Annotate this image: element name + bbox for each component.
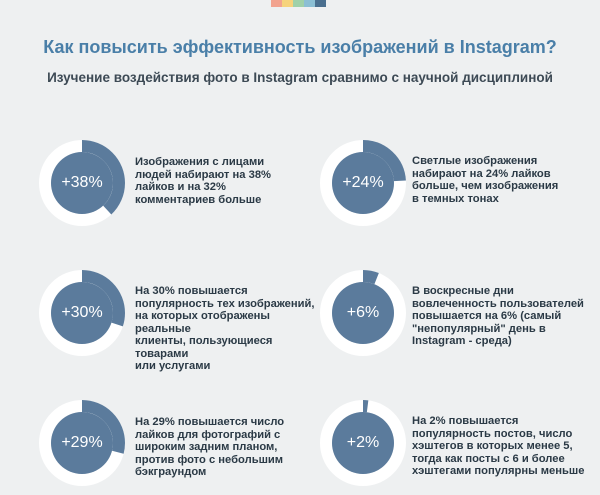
stat-description: Светлые изображения набирают на 24% лайк… bbox=[412, 155, 559, 205]
page-subtitle: Изучение воздействия фото в Instagram ср… bbox=[47, 70, 553, 85]
progress-ring bbox=[39, 270, 125, 356]
stat-value: +29% bbox=[61, 434, 103, 451]
stat-value: +2% bbox=[346, 434, 380, 451]
progress-ring bbox=[320, 270, 406, 356]
stat-description: На 29% повышается число лайков для фотог… bbox=[135, 416, 285, 478]
progress-ring bbox=[320, 400, 406, 486]
progress-ring bbox=[39, 400, 125, 486]
color-strip-segment bbox=[304, 0, 315, 7]
stat-description: Изображения с лицами людей набирают на 3… bbox=[135, 156, 271, 206]
stat-value: +6% bbox=[346, 304, 380, 321]
color-strip-segment bbox=[282, 0, 293, 7]
progress-ring bbox=[320, 140, 406, 226]
stat-description: В воскресные дни вовлеченность пользоват… bbox=[412, 285, 584, 347]
stat-value: +24% bbox=[342, 174, 384, 191]
progress-ring bbox=[39, 140, 125, 226]
color-strip-segment bbox=[293, 0, 304, 7]
page-title: Как повысить эффективность изображений в… bbox=[43, 37, 557, 57]
color-strip-segment bbox=[271, 0, 282, 7]
color-strip bbox=[271, 0, 326, 7]
stat-value: +38% bbox=[61, 174, 103, 191]
stat-description: На 2% повышается популярность постов, чи… bbox=[412, 415, 585, 477]
stat-description: На 30% повышается популярность тех изобр… bbox=[135, 285, 315, 372]
color-strip-segment bbox=[315, 0, 326, 7]
stat-value: +30% bbox=[61, 304, 103, 321]
